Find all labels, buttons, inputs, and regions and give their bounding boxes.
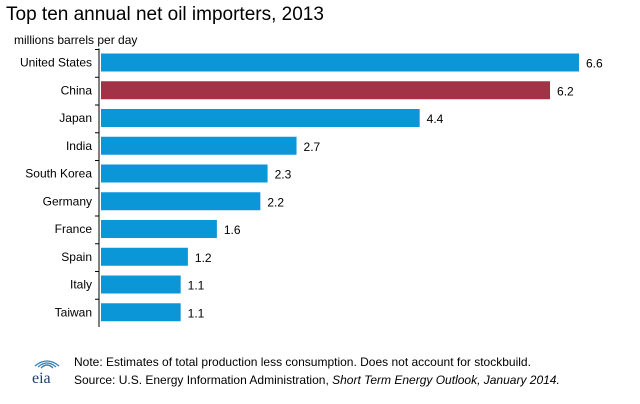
- data-label: 6.6: [586, 57, 603, 71]
- bar: [101, 275, 181, 294]
- chart-subtitle: millions barrels per day: [14, 33, 138, 47]
- bar: [101, 164, 268, 183]
- eia-logo-text: eia: [32, 370, 51, 387]
- eia-logo: eia: [32, 360, 60, 387]
- category-label: China: [61, 83, 93, 97]
- bar-chart: United States 6.6 China 6.2 Japan 4.4 India 2.7…: [20, 48, 603, 327]
- category-label: United States: [20, 56, 92, 70]
- category-label: South Korea: [25, 167, 92, 181]
- data-label: 4.4: [427, 112, 444, 126]
- data-label: 2.3: [275, 168, 292, 182]
- bar: [101, 220, 217, 238]
- bar: [101, 81, 551, 100]
- source-prefix: Source: U.S. Energy Information Administ…: [74, 373, 333, 387]
- data-label: 1.6: [224, 223, 241, 237]
- data-label: 1.1: [188, 279, 205, 293]
- source-line: Source: U.S. Energy Information Administ…: [74, 373, 560, 387]
- category-label: Germany: [43, 194, 92, 208]
- category-label: Italy: [70, 278, 92, 292]
- bar: [101, 303, 181, 322]
- category-label: France: [55, 222, 93, 236]
- data-label: 2.2: [267, 195, 284, 209]
- data-label: 6.2: [557, 84, 574, 98]
- data-label: 2.7: [304, 140, 321, 154]
- bar: [101, 192, 261, 211]
- data-label: 1.1: [188, 306, 205, 320]
- bar: [101, 53, 579, 72]
- chart-title: Top ten annual net oil importers, 2013: [6, 4, 324, 25]
- footnote: Note: Estimates of total production less…: [74, 355, 531, 369]
- category-label: Spain: [61, 250, 92, 264]
- source-title: Short Term Energy Outlook, January 2014.: [332, 373, 560, 387]
- bar: [101, 109, 420, 127]
- category-label: Japan: [59, 111, 92, 125]
- bar: [101, 136, 297, 155]
- bar: [101, 247, 188, 266]
- category-label: Taiwan: [55, 305, 92, 319]
- category-label: India: [66, 139, 92, 153]
- data-label: 1.2: [195, 251, 212, 265]
